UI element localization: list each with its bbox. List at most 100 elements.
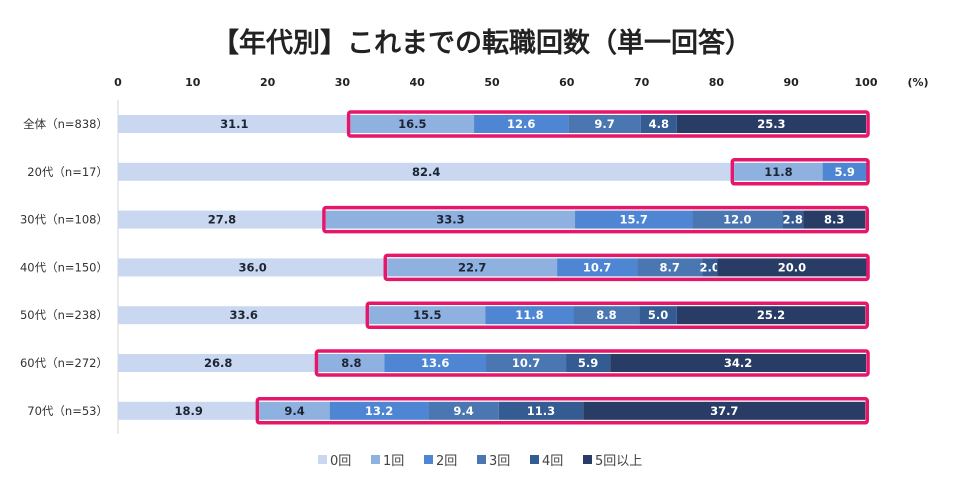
legend-item: 3回 (477, 454, 510, 469)
legend-label: 3回 (489, 454, 510, 469)
data-label: 2.0 (699, 260, 719, 274)
x-tick-label: 90 (784, 76, 800, 89)
data-label: 25.3 (757, 117, 785, 131)
bar-segment (259, 401, 330, 420)
category-label: 30代（n=108） (20, 213, 108, 227)
bar-row: 全体（n=838） 31.1 16.5 12.6 9.7 4.8 25.3 (23, 110, 870, 138)
x-tick-label: 20 (260, 76, 276, 89)
data-label: 12.0 (723, 213, 751, 227)
highlight-box (255, 397, 870, 425)
bar-segment (575, 210, 693, 229)
legend-label: 2回 (436, 454, 457, 469)
legend-swatch (583, 455, 592, 464)
bar-segment (428, 401, 499, 420)
highlight-box (346, 110, 870, 138)
data-label: 10.7 (512, 356, 540, 370)
bar-segment (118, 401, 260, 420)
data-label: 15.7 (620, 213, 648, 227)
data-label: 8.7 (659, 260, 679, 274)
legend-item: 2回 (424, 454, 457, 469)
data-label: 33.3 (436, 213, 464, 227)
data-label: 8.3 (824, 213, 844, 227)
bar-segment (387, 258, 558, 277)
bar-segment (318, 354, 385, 372)
bar-segment (702, 258, 718, 277)
bar-row: 60代（n=272） 26.8 8.8 13.6 10.7 5.9 34.2 (20, 349, 870, 377)
legend-label: 1回 (383, 454, 404, 469)
bar-segment (568, 115, 641, 133)
bar-segment (734, 162, 823, 181)
bar-segment (118, 162, 735, 181)
bar-segment (325, 210, 576, 229)
data-label: 8.8 (341, 356, 361, 370)
legend-label: 0回 (330, 454, 351, 469)
x-tick-label: 0 (114, 76, 122, 89)
legend-swatch (477, 455, 486, 464)
unit-label: (%) (907, 76, 928, 89)
data-label: 25.2 (757, 308, 785, 322)
bar-segment (610, 354, 866, 372)
bar-segment (485, 306, 574, 325)
x-tick-label: 80 (709, 76, 725, 89)
data-label: 27.8 (208, 213, 236, 227)
bar-row: 40代（n=150） 36.0 22.7 10.7 8.7 2.0 20.0 (20, 253, 870, 282)
bar-segment (803, 210, 866, 229)
bar-segment (676, 115, 866, 133)
data-label: 33.6 (229, 308, 257, 322)
legend-item: 4回 (530, 454, 563, 469)
legend-swatch (318, 455, 327, 464)
data-label: 13.6 (421, 356, 449, 370)
highlight-box (365, 301, 870, 329)
x-tick-label: 70 (634, 76, 650, 89)
category-label: 40代（n=150） (20, 260, 108, 274)
bar-segment (118, 306, 370, 325)
bar-segment (557, 258, 638, 277)
x-tick-label: 40 (410, 76, 426, 89)
category-label: 70代（n=53） (27, 404, 108, 418)
bar-segment (782, 210, 804, 229)
bar-segment (639, 306, 677, 325)
bar-row: 70代（n=53） 18.9 9.4 13.2 9.4 11.3 37.7 (27, 397, 870, 425)
bar-segment (566, 354, 611, 372)
data-label: 16.5 (398, 117, 426, 131)
data-label: 2.8 (783, 213, 803, 227)
bar-segment (692, 210, 783, 229)
category-label: 20代（n=17） (27, 165, 108, 179)
bar-segment (573, 306, 640, 325)
legend-item: 1回 (371, 454, 404, 469)
data-label: 18.9 (174, 404, 202, 418)
bar-segment (118, 115, 351, 133)
x-tick-label: 30 (335, 76, 351, 89)
data-label: 8.8 (596, 308, 616, 322)
bar-segment (118, 258, 388, 277)
bar-segment (717, 258, 867, 277)
bar-row: 30代（n=108） 27.8 33.3 15.7 12.0 2.8 8.3 (20, 205, 870, 234)
data-label: 82.4 (412, 165, 440, 179)
x-tick-label: 10 (185, 76, 201, 89)
highlight-box (383, 253, 870, 282)
bar-segment (583, 401, 866, 420)
bar-segment (640, 115, 677, 133)
data-label: 11.8 (515, 308, 543, 322)
data-label: 5.9 (578, 356, 598, 370)
x-tick-label: 50 (484, 76, 500, 89)
data-label: 5.0 (648, 308, 668, 322)
bar-segment (486, 354, 567, 372)
bar-segment (676, 306, 866, 325)
highlight-box (322, 205, 870, 234)
highlight-box (730, 158, 870, 186)
data-label: 31.1 (220, 117, 248, 131)
chart-title: 【年代別】これまでの転職回数（単一回答） (212, 27, 752, 59)
bar-segment (118, 354, 319, 372)
x-tick-label: 100 (855, 76, 878, 89)
data-label: 13.2 (365, 404, 393, 418)
x-tick-label: 60 (559, 76, 575, 89)
bar-segment (329, 401, 429, 420)
bar-row: 20代（n=17） 82.4 11.8 5.9 (27, 158, 870, 186)
legend-swatch (530, 455, 539, 464)
category-label: 全体（n=838） (23, 117, 108, 131)
data-label: 36.0 (238, 260, 266, 274)
bar-segment (384, 354, 487, 372)
data-label: 4.8 (649, 117, 669, 131)
data-label: 11.3 (527, 404, 555, 418)
